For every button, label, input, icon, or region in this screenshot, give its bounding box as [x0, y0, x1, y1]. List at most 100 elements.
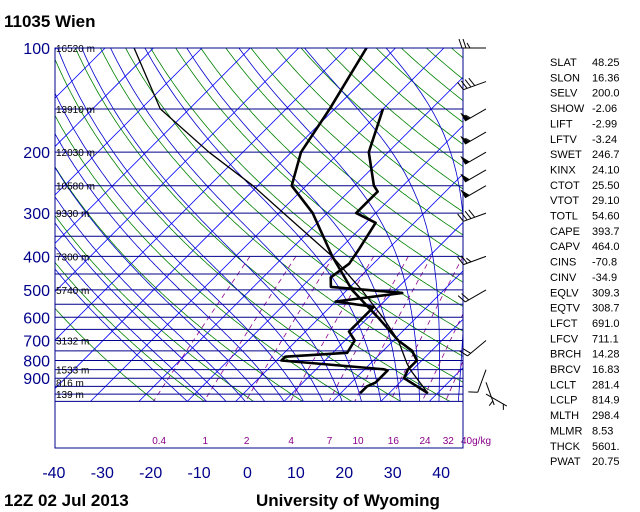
wind-barbs	[457, 38, 508, 410]
observation-time: 12Z 02 Jul 2013	[4, 491, 129, 510]
barb-feather	[468, 209, 476, 218]
barb-staff	[485, 393, 508, 407]
index-value: -70.8	[592, 257, 617, 269]
isotherm	[55, 48, 348, 341]
index-value: 281.4	[592, 379, 620, 391]
moist-adiabat	[81, 48, 343, 402]
stability-indices: SLAT 48.25 SLON 16.36 SELV 200.0 SHOW -2.06 LIFT…	[550, 57, 620, 468]
moist-adiabat	[238, 48, 420, 402]
moist-adiabat	[474, 48, 499, 401]
index-value: 711.1	[592, 333, 619, 345]
moist-adiabat	[55, 132, 285, 402]
dry-adiabat	[55, 58, 402, 402]
wind-barb	[459, 151, 487, 165]
mixing-ratio-line	[328, 256, 409, 402]
mixing-ratio-label: 40g/kg	[461, 436, 491, 447]
index-name: THCK	[550, 441, 581, 453]
wind-barb	[459, 108, 487, 122]
isotherm	[332, 270, 463, 402]
barb-feather	[457, 213, 464, 222]
moist-adiabat	[144, 48, 382, 402]
index-name: VTOT	[550, 195, 579, 207]
temperature-tick-label: 10	[287, 465, 305, 482]
barb-feather	[457, 81, 464, 91]
isotherm	[526, 48, 640, 401]
index-value: 29.10	[592, 195, 620, 207]
plot-area: 16520 m 13910 m 12030 m 10580 m 9330 m 7300 m…	[54, 44, 640, 449]
index-name: BRCH	[550, 349, 581, 361]
temperature-tick-label: 30	[384, 465, 402, 482]
index-name: BRCV	[550, 364, 581, 376]
pressure-tick-label: 700	[23, 334, 50, 351]
wind-barb	[468, 369, 487, 393]
wind-barb	[457, 77, 487, 91]
index-name: LFTV	[550, 134, 578, 146]
pressure-tick-label: 800	[23, 354, 50, 371]
index-value: -2.06	[592, 103, 617, 115]
index-name: LIFT	[550, 118, 573, 130]
barb-feather	[460, 212, 468, 221]
pressure-tick-label: 500	[23, 283, 50, 300]
mixing-ratio-line	[153, 256, 251, 402]
moist-adiabat	[55, 196, 246, 402]
moist-adiabat	[385, 48, 463, 402]
index-value: 200.0	[592, 88, 620, 100]
barb-feather	[457, 256, 464, 265]
index-name: SLAT	[550, 57, 577, 69]
barb-feather	[462, 38, 467, 49]
index-name: CINV	[550, 272, 577, 284]
mixing-ratio-label: 32	[443, 436, 455, 447]
wind-barb	[457, 255, 487, 266]
source-credit: University of Wyoming	[256, 491, 440, 510]
dry-adiabat	[75, 48, 451, 402]
temperature-tick-label: 20	[335, 465, 353, 482]
index-value: 393.7	[592, 226, 620, 238]
index-name: LCLT	[550, 379, 576, 391]
mixing-ratio-label: 0.4	[152, 436, 166, 447]
dry-adiabat	[125, 48, 463, 357]
index-value: 20.75	[592, 456, 620, 468]
index-value: -3.24	[592, 134, 617, 146]
isotherm	[55, 48, 396, 390]
isotherm	[283, 221, 463, 402]
index-name: KINX	[550, 164, 576, 176]
mixing-ratio-label: 1	[203, 436, 209, 447]
isotherm	[55, 48, 203, 196]
temperature-tick-label: -30	[91, 465, 114, 482]
temperature-tick-label: 40	[432, 465, 450, 482]
pressure-tick-label: 600	[23, 310, 50, 327]
temperature-tick-label: 0	[243, 465, 252, 482]
height-label: 1533 m	[56, 366, 89, 377]
index-name: PWAT	[550, 456, 581, 468]
height-label: 9330 m	[56, 209, 89, 220]
height-label: 7300 m	[56, 252, 89, 263]
temperature-tick-label: -10	[188, 465, 211, 482]
index-value: 308.7	[592, 303, 620, 315]
wind-barb	[459, 131, 487, 145]
barb-feather	[465, 114, 471, 119]
barb-feather	[464, 79, 472, 88]
plot-frame	[54, 47, 464, 449]
mixing-ratio-line	[289, 256, 375, 402]
dry-adiabat	[55, 261, 205, 402]
isotherm	[55, 48, 299, 293]
dry-adiabat	[55, 307, 156, 402]
barb-pennant	[459, 112, 470, 122]
mixing-ratio-label: 16	[388, 436, 400, 447]
index-name: MLTH	[550, 410, 579, 422]
height-label: 13910 m	[56, 105, 95, 116]
pressure-tick-label: 400	[23, 249, 50, 266]
dry-adiabat	[275, 48, 463, 213]
height-label: 10580 m	[56, 182, 95, 193]
index-name: LFCT	[550, 318, 578, 330]
barb-feather	[462, 347, 471, 354]
index-value: 24.10	[592, 164, 620, 176]
wind-barb	[457, 289, 487, 303]
plot-clip-group	[55, 48, 640, 402]
index-value: 25.50	[592, 180, 620, 192]
barb-feather	[466, 257, 472, 263]
index-value: 464.0	[592, 241, 620, 253]
mixing-ratio-line	[464, 256, 529, 401]
barb-feather	[461, 293, 470, 301]
